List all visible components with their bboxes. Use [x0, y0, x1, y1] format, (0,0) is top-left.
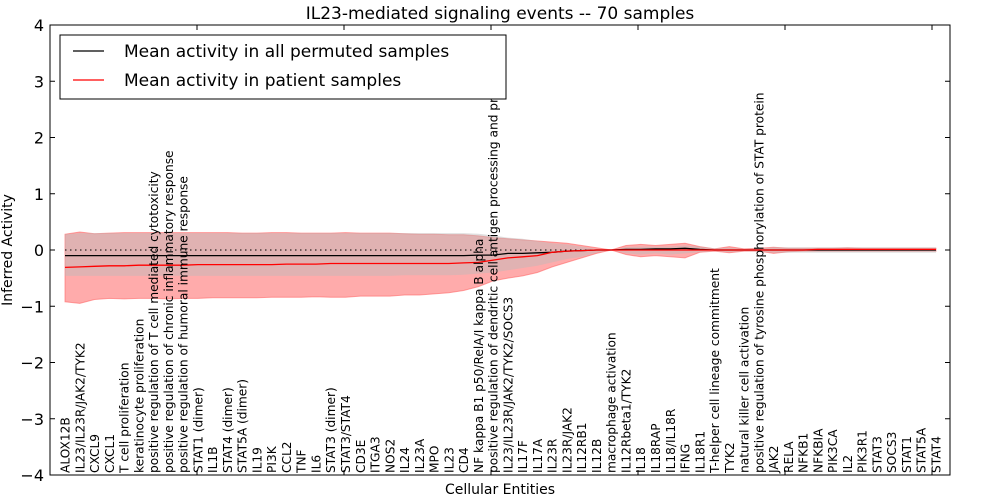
x-tick-label: ITGA3 [369, 436, 383, 473]
x-tick-label: IL17A [531, 438, 545, 473]
x-tick-label: IL6 [310, 455, 324, 473]
x-tick-label: MPO [428, 446, 442, 473]
x-tick-label: CD3E [354, 440, 368, 473]
y-axis: −4 −3 −2 −1 0 1 2 3 4 [20, 16, 950, 485]
x-tick-label: NFKBIA [811, 428, 825, 473]
x-tick-label: positive regulation of T cell mediated c… [147, 171, 161, 473]
x-tick-label: STAT3 (dimer) [324, 387, 338, 473]
x-tick-label: NF kappa B1 p50/RelA/I kappa B alpha [472, 239, 486, 473]
x-tick-label: IL23 [442, 447, 456, 473]
x-tick-label: IL1B [206, 447, 220, 474]
legend: Mean activity in all permuted samples Me… [59, 34, 507, 100]
x-tick-label: PI3K [265, 445, 279, 473]
x-tick-label: keratinocyte proliferation [132, 319, 146, 473]
y-tick-label: 3 [34, 72, 44, 91]
x-tick-label: IL18R1 [693, 431, 707, 473]
legend-box [59, 34, 507, 100]
x-tick-label: IL23/IL23R/JAK2/TYK2/SOCS3 [501, 297, 515, 473]
x-tick-label: IL19 [250, 447, 264, 473]
x-tick-label: IL23R [546, 438, 560, 473]
y-axis-label: Inferred Activity [0, 194, 16, 306]
x-tick-label: CXCL9 [88, 434, 102, 473]
x-tick-label: natural killer cell activation [738, 307, 752, 473]
x-tick-label: TYK2 [723, 442, 737, 474]
chart-title: IL23-mediated signaling events -- 70 sam… [306, 4, 695, 24]
x-tick-label: CXCL1 [103, 434, 117, 473]
y-tick-label: 1 [34, 185, 44, 204]
y-tick-label: −1 [20, 297, 44, 316]
x-tick-label: PIK3CA [826, 429, 840, 473]
patient-mean-line [64, 248, 936, 269]
x-tick-label: STAT4 (dimer) [221, 387, 235, 473]
x-axis-ticks [196, 25, 933, 475]
x-tick-label: positive regulation of dendritic cell an… [487, 34, 501, 473]
x-tick-label: positive regulation of humoral immune re… [177, 176, 191, 473]
series-lines [64, 247, 936, 269]
x-tick-label: STAT4 [930, 436, 944, 473]
x-tick-label: CCL2 [280, 441, 294, 473]
y-tick-label: 2 [34, 129, 44, 148]
x-tick-label: SOCS3 [885, 432, 899, 473]
x-tick-label: IL12RB1 [575, 423, 589, 473]
x-tick-label: STAT5A [915, 427, 929, 473]
x-tick-label: macrophage activation [605, 332, 619, 473]
x-tick-label: STAT1 (dimer) [191, 387, 205, 473]
x-tick-label: RELA [782, 441, 796, 473]
x-tick-label: IL18RAP [649, 423, 663, 473]
x-tick-label: JAK2 [767, 446, 781, 474]
x-axis-label: Cellular Entities [445, 482, 555, 498]
x-tick-label: IFNG [679, 444, 693, 473]
legend-label-patient: Mean activity in patient samples [124, 71, 401, 91]
x-tick-label: IL12B [590, 439, 604, 473]
x-tick-label: T cell proliferation [118, 363, 132, 475]
x-tick-label: PIK3R1 [856, 430, 870, 473]
y-tick-label: −2 [20, 354, 44, 373]
x-tick-label: IL23/IL23R/JAK2/TYK2 [73, 342, 87, 473]
x-tick-label: IL12Rbeta1/TYK2 [620, 369, 634, 473]
y-tick-label: 0 [34, 241, 44, 260]
x-tick-label: STAT3/STAT4 [339, 395, 353, 473]
x-tick-label: STAT5A (dimer) [236, 379, 250, 473]
x-tick-label: IL17F [516, 440, 530, 473]
x-tick-label: CD4 [457, 447, 471, 473]
x-tick-labels: ALOX12B IL23/IL23R/JAK2/TYK2 CXCL9 CXCL1 T c… [59, 34, 944, 474]
x-tick-label: positive regulation of tyrosine phosphor… [752, 93, 766, 473]
x-tick-label: IL2 [841, 455, 855, 473]
x-tick-label: IL24 [398, 447, 412, 473]
y-tick-label: 4 [34, 16, 44, 35]
x-tick-label: IL23A [413, 438, 427, 473]
x-tick-label: STAT1 [900, 436, 914, 473]
x-tick-label: IL23R/JAK2 [560, 407, 574, 473]
x-tick-label: NOS2 [383, 439, 397, 473]
x-tick-label: STAT3 [870, 436, 884, 473]
x-tick-label: ALOX12B [59, 417, 73, 473]
x-tick-label: NFKB1 [797, 433, 811, 473]
y-tick-label: −3 [20, 410, 44, 429]
x-tick-label: IL18 [634, 447, 648, 473]
x-tick-label: positive regulation of chronic inflammat… [162, 150, 176, 473]
x-tick-label: IL18/IL18R [664, 408, 678, 473]
y-tick-label: −4 [20, 466, 44, 485]
x-tick-label: TNF [295, 449, 309, 474]
x-tick-label: T-helper cell lineage commitment [708, 268, 722, 474]
legend-label-permuted: Mean activity in all permuted samples [124, 42, 449, 62]
